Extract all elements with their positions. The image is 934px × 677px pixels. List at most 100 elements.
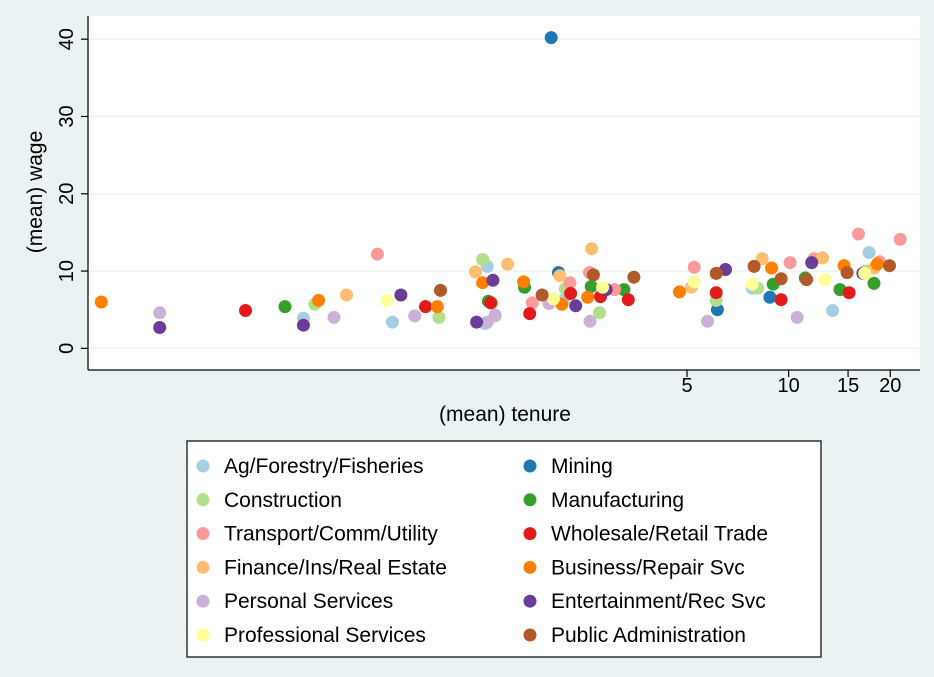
data-point	[687, 275, 701, 289]
legend-label: Wholesale/Retail Trade	[551, 523, 768, 546]
data-point	[544, 31, 558, 45]
data-point	[783, 256, 797, 270]
legend-label: Finance/Ins/Real Estate	[224, 556, 447, 579]
data-point	[553, 269, 567, 283]
legend-label: Personal Services	[224, 590, 393, 613]
legend-marker	[196, 527, 210, 541]
y-tick-label: 0	[56, 343, 78, 354]
legend-marker	[523, 459, 537, 473]
data-point	[370, 247, 384, 261]
data-point	[621, 293, 635, 307]
data-point	[816, 251, 829, 265]
data-point	[476, 276, 490, 290]
data-point	[765, 261, 779, 275]
legend-marker	[196, 594, 210, 608]
legend-label: Ag/Forestry/Fisheries	[224, 455, 424, 478]
y-tick-label: 20	[56, 183, 78, 205]
axes	[87, 16, 920, 371]
data-point	[385, 315, 399, 329]
data-point	[774, 293, 788, 307]
data-point	[523, 307, 537, 321]
data-point	[501, 257, 515, 271]
data-point	[380, 293, 394, 307]
data-point	[709, 266, 723, 280]
data-point	[862, 246, 876, 259]
data-point	[617, 283, 631, 297]
data-point	[867, 276, 881, 290]
data-point	[581, 290, 595, 304]
x-tick-label: 5	[681, 375, 692, 397]
data-point	[419, 300, 432, 314]
data-point	[774, 272, 788, 286]
legend-label: Transport/Comm/Utility	[224, 523, 438, 546]
legend-marker	[523, 527, 537, 541]
data-point	[546, 292, 560, 306]
data-point	[747, 259, 761, 273]
legend-marker	[523, 628, 537, 642]
data-point	[569, 299, 583, 313]
data-point	[564, 287, 578, 300]
data-point	[673, 285, 686, 299]
plot-area	[88, 16, 920, 370]
y-tick-label: 30	[56, 105, 78, 127]
legend-label: Mining	[551, 455, 613, 478]
grid-lines	[88, 38, 920, 350]
legend-label: Business/Repair Svc	[551, 556, 745, 579]
data-point	[153, 306, 167, 320]
legend-marker	[196, 628, 210, 642]
legend-label: Professional Services	[224, 624, 426, 647]
data-point	[800, 273, 814, 287]
data-point	[583, 314, 597, 328]
data-point	[852, 227, 865, 241]
data-point	[893, 232, 907, 246]
data-point	[470, 315, 484, 329]
data-point	[592, 306, 606, 320]
data-point	[430, 300, 444, 314]
data-point	[826, 304, 840, 317]
data-point	[701, 314, 714, 328]
x-axis-label: (mean) tenure	[439, 403, 571, 426]
data-point	[434, 283, 447, 297]
data-point	[709, 286, 723, 300]
data-point	[627, 270, 641, 284]
data-point	[818, 273, 832, 287]
y-tick-label: 40	[56, 28, 78, 50]
legend: Ag/Forestry/Fisheries Mining Construction M…	[186, 440, 822, 658]
legend-label: Manufacturing	[551, 489, 684, 512]
data-point	[327, 310, 341, 324]
data-point	[563, 276, 577, 290]
data-point	[763, 290, 777, 304]
y-tick-label: 10	[56, 260, 78, 282]
data-point	[408, 309, 422, 323]
legend-marker	[523, 560, 537, 574]
data-point	[535, 288, 549, 302]
data-point	[484, 296, 498, 310]
data-point	[394, 288, 408, 302]
data-point	[488, 308, 502, 322]
x-tick-label: 15	[837, 375, 859, 397]
data-point	[858, 266, 872, 280]
data-point	[586, 268, 600, 282]
x-tick-label: 20	[879, 375, 901, 397]
data-points	[94, 31, 907, 334]
data-point	[94, 295, 108, 309]
legend-label: Construction	[224, 489, 342, 512]
data-point	[840, 266, 854, 280]
data-point	[476, 253, 490, 266]
x-tick-label: 10	[778, 375, 800, 397]
y-axis-label: (mean) wage	[24, 131, 47, 254]
data-point	[596, 280, 610, 294]
x-ticks: 5 10 15 20	[681, 370, 901, 397]
data-point	[870, 257, 884, 271]
legend-box	[186, 440, 822, 658]
legend-items: Ag/Forestry/Fisheries Mining Construction M…	[196, 455, 768, 647]
data-point	[755, 252, 769, 266]
data-point	[432, 310, 446, 324]
data-point	[312, 293, 326, 307]
data-point	[883, 259, 896, 273]
data-point	[340, 288, 353, 302]
data-point	[687, 260, 701, 274]
data-point	[486, 273, 500, 287]
